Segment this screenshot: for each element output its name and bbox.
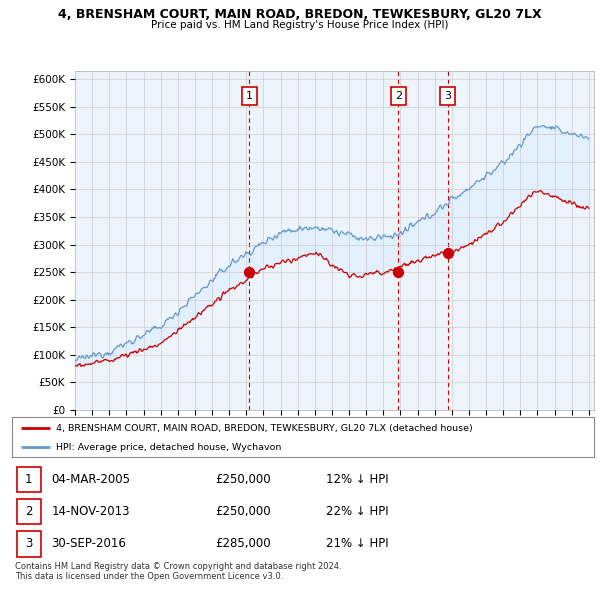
Text: 4, BRENSHAM COURT, MAIN ROAD, BREDON, TEWKESBURY, GL20 7LX (detached house): 4, BRENSHAM COURT, MAIN ROAD, BREDON, TE…: [56, 424, 472, 433]
Point: [244, 267, 254, 277]
Text: Contains HM Land Registry data © Crown copyright and database right 2024.
This d: Contains HM Land Registry data © Crown c…: [15, 562, 341, 581]
Text: £250,000: £250,000: [216, 505, 271, 518]
Text: 14-NOV-2013: 14-NOV-2013: [52, 505, 130, 518]
Text: 30-SEP-2016: 30-SEP-2016: [52, 537, 127, 550]
Text: 3: 3: [25, 537, 32, 550]
Text: 04-MAR-2005: 04-MAR-2005: [52, 473, 131, 486]
Text: Price paid vs. HM Land Registry's House Price Index (HPI): Price paid vs. HM Land Registry's House …: [151, 20, 449, 30]
Text: £285,000: £285,000: [216, 537, 271, 550]
Text: 2: 2: [395, 91, 402, 101]
Text: £250,000: £250,000: [216, 473, 271, 486]
FancyBboxPatch shape: [17, 467, 41, 492]
Text: 12% ↓ HPI: 12% ↓ HPI: [326, 473, 389, 486]
Text: 2: 2: [25, 505, 32, 518]
Text: HPI: Average price, detached house, Wychavon: HPI: Average price, detached house, Wych…: [56, 442, 281, 452]
FancyBboxPatch shape: [17, 531, 41, 556]
Text: 21% ↓ HPI: 21% ↓ HPI: [326, 537, 389, 550]
Text: 22% ↓ HPI: 22% ↓ HPI: [326, 505, 389, 518]
Text: 1: 1: [245, 91, 253, 101]
Text: 1: 1: [25, 473, 32, 486]
Point: [394, 267, 403, 277]
Text: 3: 3: [444, 91, 451, 101]
Text: 4, BRENSHAM COURT, MAIN ROAD, BREDON, TEWKESBURY, GL20 7LX: 4, BRENSHAM COURT, MAIN ROAD, BREDON, TE…: [58, 8, 542, 21]
FancyBboxPatch shape: [17, 499, 41, 525]
Point: [443, 248, 452, 258]
